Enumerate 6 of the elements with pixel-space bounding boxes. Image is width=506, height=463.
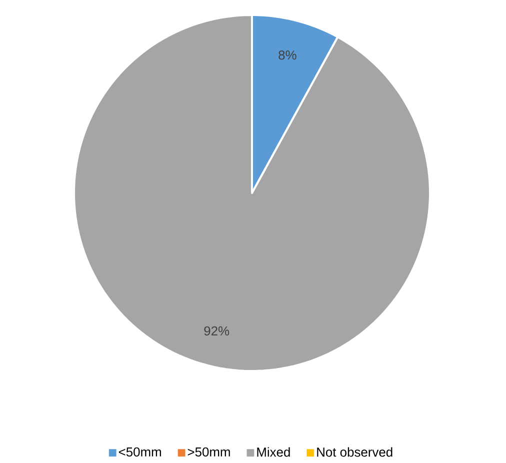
legend-label: >50mm (188, 448, 230, 457)
data-label: 8% (278, 50, 296, 60)
data-label: 92% (204, 326, 230, 336)
legend-label: Mixed (257, 447, 290, 457)
legend-label: Not observed (317, 447, 392, 457)
legend-label: <50mm (118, 448, 161, 457)
